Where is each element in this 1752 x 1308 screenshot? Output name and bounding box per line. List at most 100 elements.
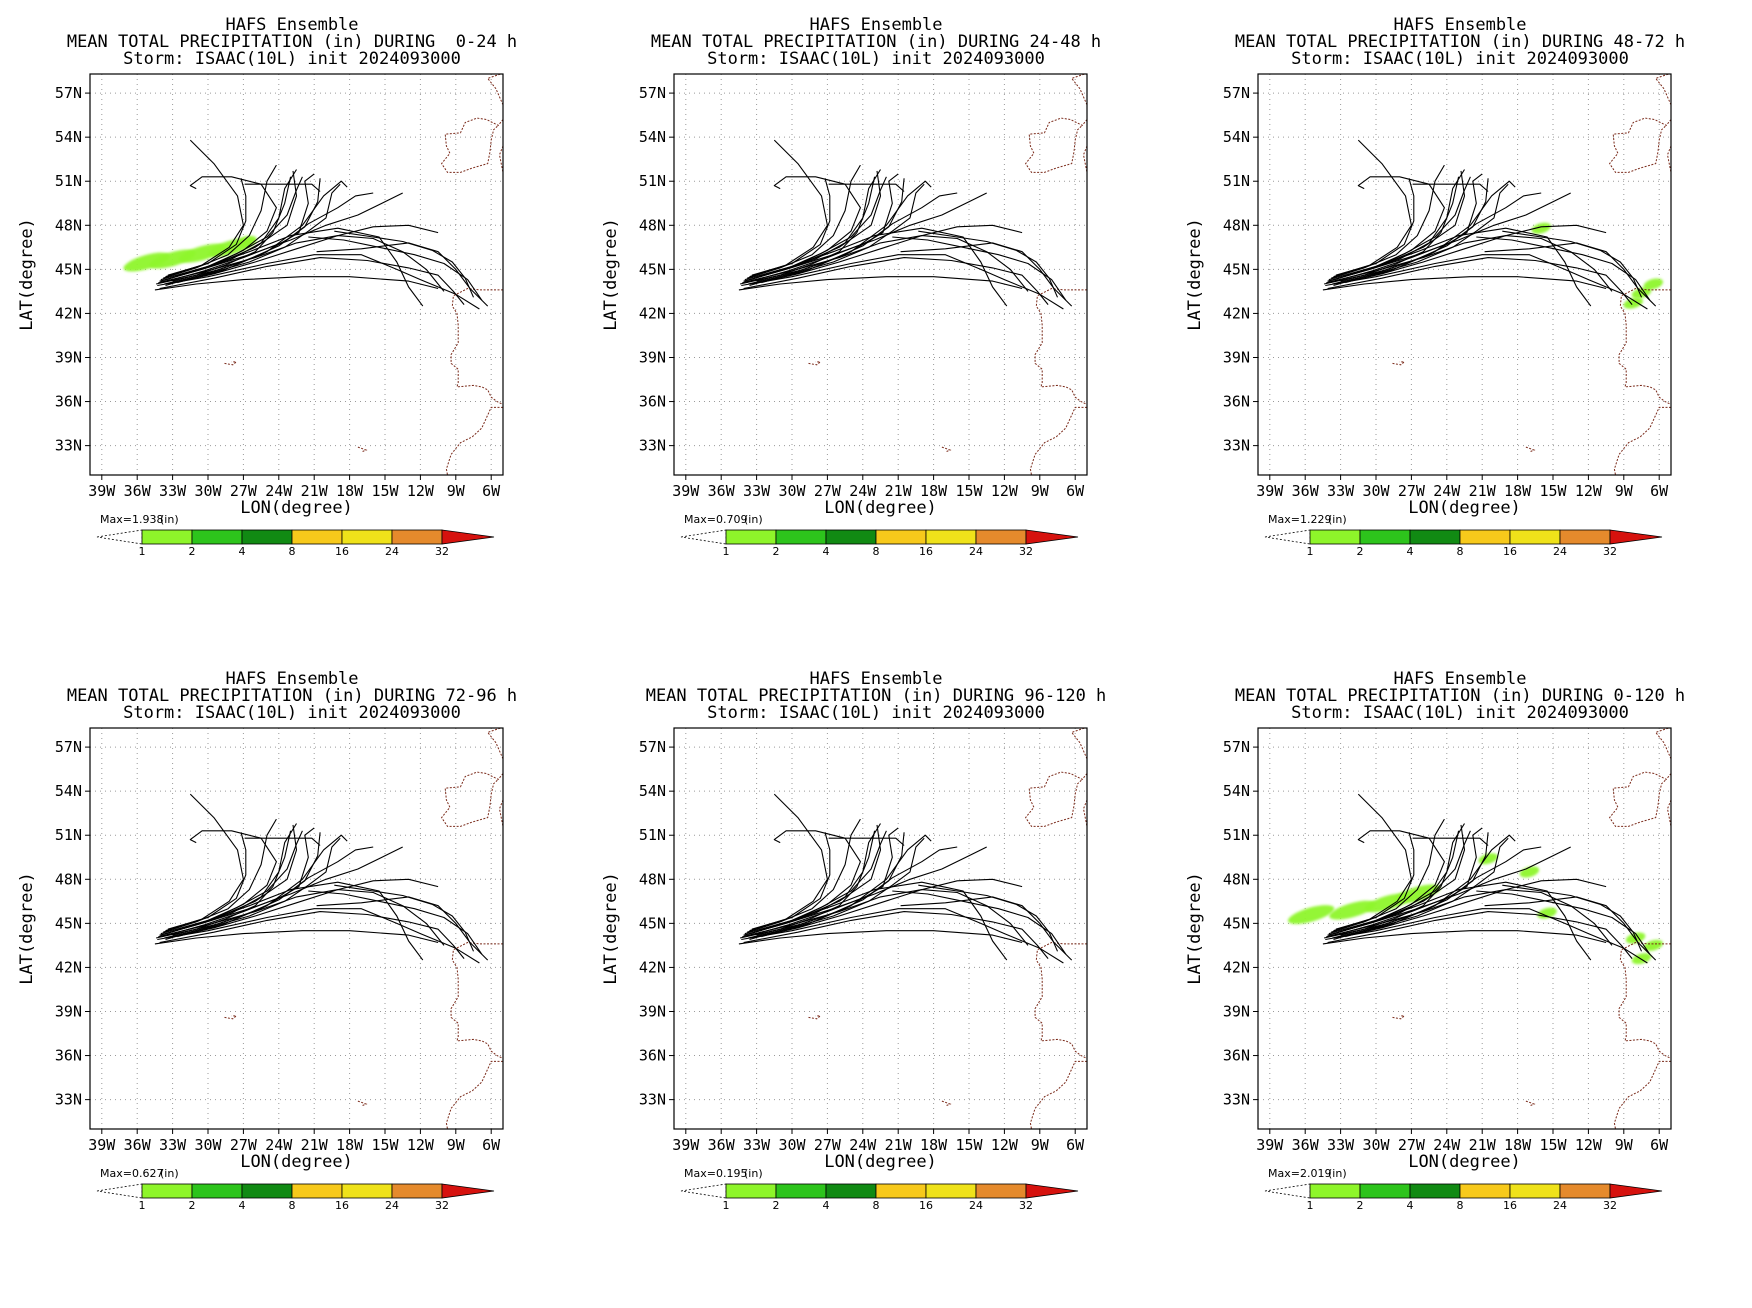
max-value-label: Max=1.938	[100, 513, 163, 526]
lon-tick-label: 18W	[920, 482, 948, 500]
colorbar-level-label: 8	[1457, 1199, 1464, 1212]
colorbar-level-label: 2	[1357, 1199, 1364, 1212]
lon-tick-label: 27W	[1398, 1136, 1426, 1154]
coastline	[808, 361, 822, 366]
coastline	[498, 145, 503, 173]
storm-track	[749, 178, 905, 287]
colorbar-level-label: 16	[335, 545, 349, 558]
lon-tick-label: 33W	[159, 1136, 187, 1154]
lat-tick-label: 42N	[1223, 958, 1250, 976]
storm-track	[168, 878, 439, 939]
storm-track	[163, 818, 277, 933]
storm-track	[892, 236, 1067, 301]
coastline	[1613, 406, 1671, 475]
storm-track	[164, 183, 341, 285]
colorbar-segment	[1559, 1183, 1611, 1199]
lon-tick-label: 30W	[1362, 1136, 1390, 1154]
lat-tick-label: 39N	[639, 1002, 666, 1020]
colorbar-under-triangle	[680, 1183, 727, 1199]
lon-tick-label: 33W	[1327, 482, 1355, 500]
coastline	[440, 117, 503, 173]
lat-tick-label: 42N	[639, 304, 666, 322]
storm-track	[177, 834, 348, 938]
storm-track	[748, 837, 925, 939]
panel-heading: MEAN TOTAL PRECIPITATION (in) DURING 96-…	[645, 686, 1107, 706]
colorbar-level-label: 1	[139, 545, 146, 558]
lat-tick-label: 48N	[55, 870, 82, 888]
coastline	[1082, 799, 1087, 827]
lon-tick-label: 6W	[1066, 482, 1085, 500]
precip-patch	[1329, 900, 1376, 920]
units-label: (in)	[1328, 1167, 1347, 1180]
lon-tick-label: 39W	[88, 482, 116, 500]
lon-tick-label: 12W	[1575, 482, 1603, 500]
coastline	[445, 1060, 503, 1129]
colorbar-over-triangle	[441, 529, 495, 545]
colorbar-over-triangle	[1609, 529, 1663, 545]
precip-patch	[1531, 222, 1551, 234]
colorbar-under-triangle	[1264, 529, 1311, 545]
storm-track	[177, 180, 348, 284]
x-axis-label: LON(degree)	[824, 498, 937, 518]
colorbar-segment	[875, 529, 927, 545]
colorbar-segment	[1309, 529, 1361, 545]
coastline	[1608, 117, 1671, 173]
colorbar-level-label: 4	[1407, 1199, 1414, 1212]
storm-track	[1333, 832, 1489, 941]
colorbar-level-label: 4	[239, 1199, 246, 1212]
colorbar-level-label: 32	[435, 1199, 449, 1212]
lon-tick-label: 36W	[124, 1136, 152, 1154]
storm-track	[1476, 890, 1651, 955]
storm-track	[161, 192, 374, 284]
storm-track	[756, 827, 899, 936]
storm-track	[754, 830, 861, 933]
coastline	[357, 1100, 368, 1106]
storm-track	[754, 176, 861, 279]
lon-tick-label: 21W	[1469, 482, 1497, 500]
coastline	[1618, 287, 1671, 405]
storm-track	[1340, 827, 1483, 936]
colorbar-segment	[241, 1183, 293, 1199]
lon-tick-label: 15W	[955, 1136, 983, 1154]
storm-track	[1332, 837, 1509, 939]
lon-tick-label: 12W	[991, 1136, 1019, 1154]
lat-tick-label: 51N	[639, 826, 666, 844]
precip-patch	[1287, 905, 1335, 924]
colorbar-level-label: 2	[773, 545, 780, 558]
lon-tick-label: 18W	[336, 482, 364, 500]
storm-track	[157, 254, 480, 310]
x-axis-label: LON(degree)	[1408, 1152, 1521, 1172]
coastline	[1392, 1015, 1406, 1020]
lat-tick-label: 51N	[1223, 172, 1250, 190]
storm-track	[164, 837, 341, 939]
storm-label: Storm: ISAAC(10L) init 2024093000	[1291, 703, 1629, 723]
panel-heading: MEAN TOTAL PRECIPITATION (in) DURING 72-…	[66, 686, 518, 706]
storm-track	[745, 192, 958, 284]
storm-track	[1336, 878, 1607, 939]
colorbar-level-label: 4	[823, 1199, 830, 1212]
units-label: (in)	[160, 1167, 179, 1180]
plot-frame	[673, 727, 1088, 1130]
lat-tick-label: 33N	[55, 1091, 82, 1109]
max-value-label: Max=2.019	[1268, 1167, 1331, 1180]
colorbar-segment	[775, 529, 827, 545]
coastline	[1613, 1060, 1671, 1129]
y-axis-label: LAT(degree)	[17, 218, 37, 331]
colorbar-level-label: 32	[1603, 545, 1617, 558]
storm-track	[828, 183, 905, 192]
units-label: (in)	[160, 513, 179, 526]
plot-frame	[1257, 73, 1672, 476]
lon-tick-label: 15W	[371, 482, 399, 500]
lon-tick-label: 39W	[672, 482, 700, 500]
colorbar-segment	[141, 529, 193, 545]
coastline	[486, 728, 503, 760]
storm-track	[741, 908, 1064, 964]
lat-tick-label: 39N	[55, 348, 82, 366]
storm-track	[1329, 846, 1542, 938]
colorbar-segment	[291, 529, 343, 545]
lon-tick-label: 27W	[230, 1136, 258, 1154]
panel-heading: MEAN TOTAL PRECIPITATION (in) DURING 24-…	[650, 32, 1102, 52]
lat-tick-label: 39N	[1223, 1002, 1250, 1020]
coastline	[1034, 941, 1087, 1059]
storm-track	[918, 884, 1059, 952]
